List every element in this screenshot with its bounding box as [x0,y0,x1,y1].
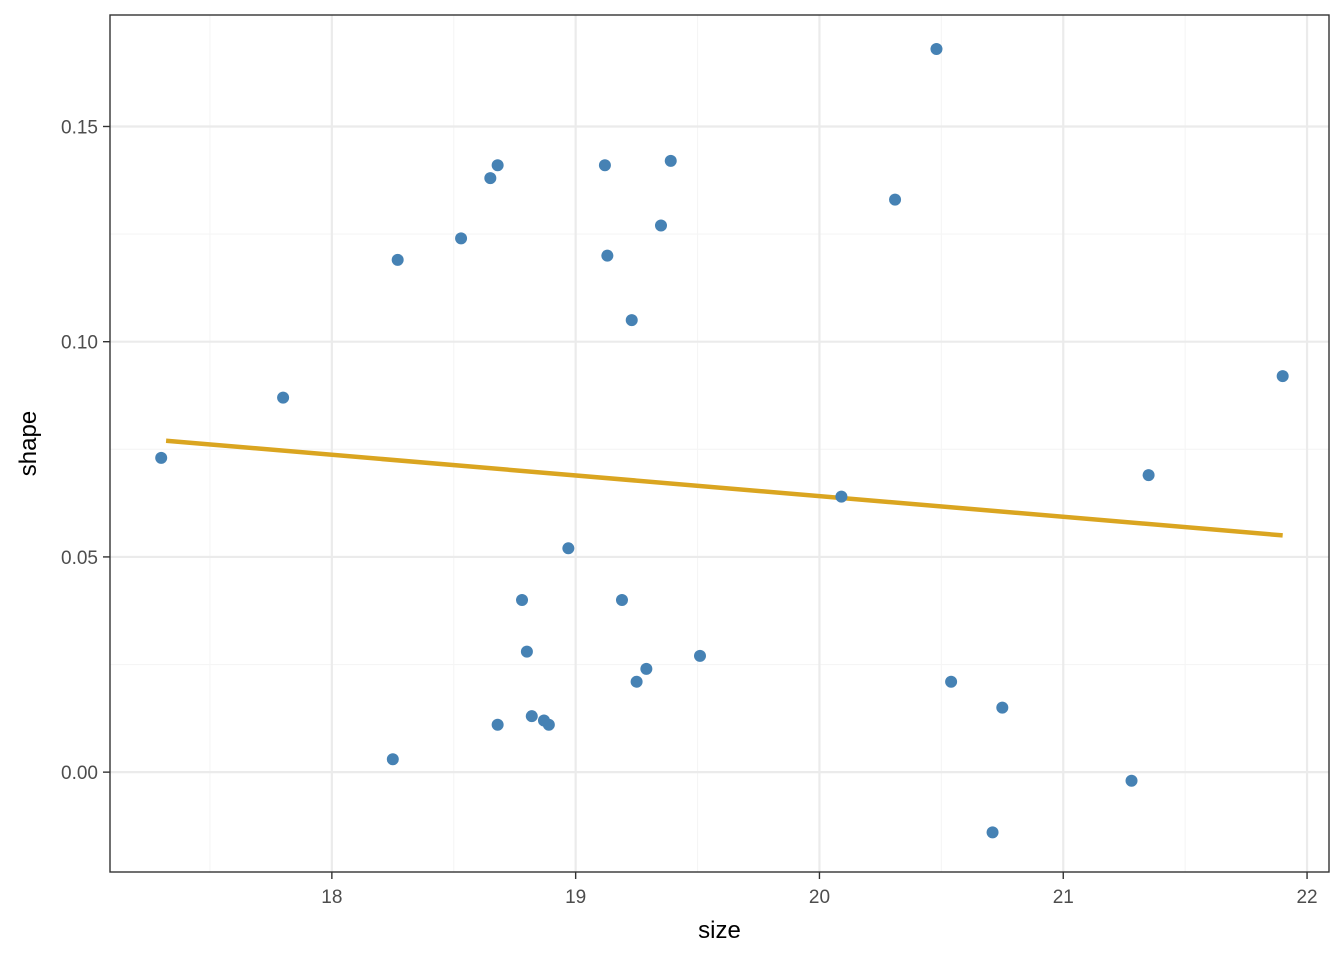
data-point [484,172,497,185]
data-point [930,43,943,56]
data-point [455,232,468,245]
data-point [520,645,533,658]
y-axis-title: shape [15,411,42,476]
data-point [516,593,529,606]
x-axis-title: size [698,917,741,944]
data-point [693,649,706,662]
data-point [835,490,848,503]
minor-gridlines [110,15,1329,872]
trend-line [165,438,1283,538]
data-point [491,159,504,172]
panel-border [109,14,1330,873]
data-point [277,391,290,404]
x-tick-label: 18 [321,887,342,908]
data-point [889,193,902,206]
data-point [986,826,999,839]
data-point [654,219,667,232]
data-point [491,718,504,731]
data-points-layer [155,43,1289,839]
data-point [664,154,677,167]
data-point [601,249,614,262]
data-point [525,710,538,723]
data-point [630,675,643,688]
data-point [615,593,628,606]
data-point [640,662,653,675]
y-tick-label: 0.05 [61,548,98,569]
data-point [945,675,958,688]
data-point [542,718,555,731]
major-gridlines [110,15,1329,872]
x-tick-label: 19 [565,887,586,908]
data-point [598,159,611,172]
data-point [1125,774,1138,787]
x-tick-label: 21 [1053,887,1074,908]
data-point [625,314,638,327]
x-axis-ticks: 18 19 20 21 22 [321,872,1318,908]
y-tick-label: 0.10 [61,333,98,354]
x-tick-label: 20 [809,887,830,908]
data-point [155,451,168,464]
data-point [1142,469,1155,482]
data-point [996,701,1009,714]
y-axis-ticks: 0.00 0.05 0.10 0.15 [61,117,110,784]
data-point [562,542,575,555]
trend-line-layer [165,438,1283,538]
data-point [391,253,404,266]
data-point [386,753,399,766]
y-tick-label: 0.15 [61,117,98,138]
data-point [1276,370,1289,383]
x-tick-label: 22 [1296,887,1317,908]
y-tick-label: 0.00 [61,763,98,784]
